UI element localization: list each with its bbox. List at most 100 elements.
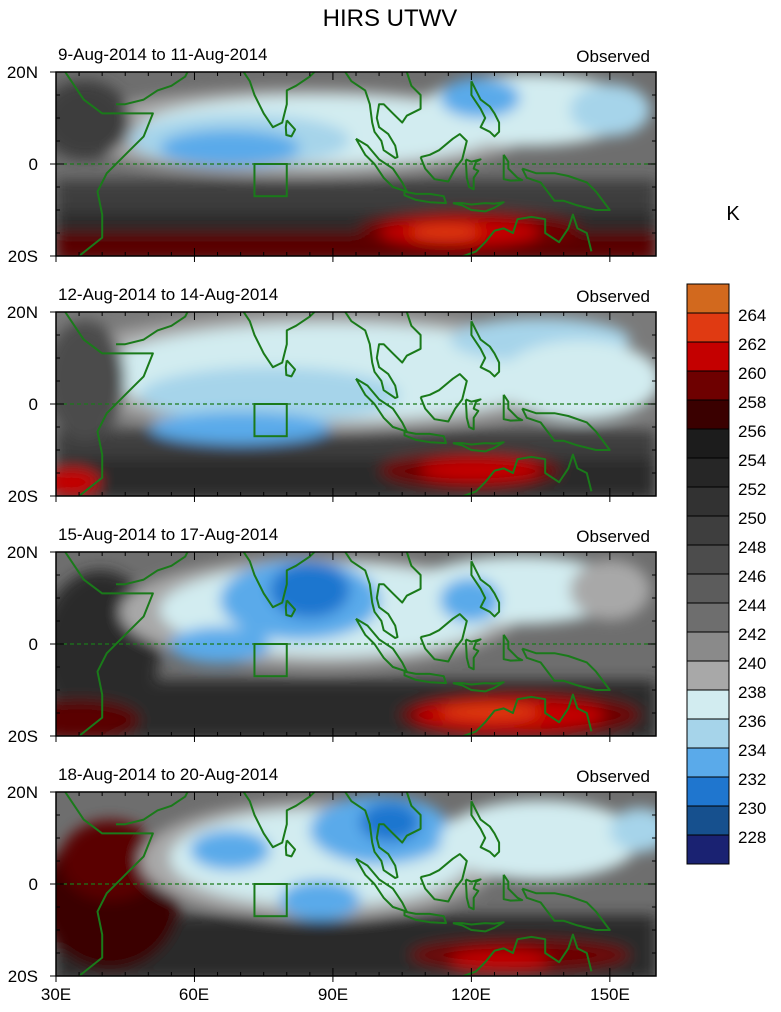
coastline-path: [284, 359, 297, 378]
x-tick-label: 120E: [451, 985, 491, 1004]
coastline-path: [419, 373, 468, 423]
colorbar-swatch: [686, 834, 730, 865]
y-axis-panel-2: 20N 0 20S: [7, 303, 38, 506]
figure-title: HIRS UTWV: [323, 5, 458, 32]
coastline-path: [344, 72, 422, 159]
panel-1-date-range: 9-Aug-2014 to 11-Aug-2014: [58, 45, 268, 64]
map-panel-1: 9-Aug-2014 to 11-Aug-2014 Observed: [56, 45, 656, 256]
colorbar-label: 242: [738, 625, 766, 644]
panel-3-coastlines: [64, 552, 611, 736]
colorbar-swatch: [686, 573, 730, 604]
coastline-path: [64, 792, 154, 976]
panel-2-coastlines: [64, 312, 611, 496]
panel-3-label: Observed: [576, 527, 650, 546]
coastline-path: [460, 453, 593, 496]
colorbar-swatch: [686, 718, 730, 749]
coastline-path: [470, 320, 501, 378]
coastline-path: [502, 394, 524, 422]
y-tick-label: 0: [29, 155, 38, 174]
y-tick-label: 20S: [8, 487, 38, 506]
colorbar-swatch: [686, 399, 730, 430]
region-box: [253, 403, 288, 438]
panel-2-field: [56, 312, 656, 496]
x-axis: 30E 60E 90E 120E 150E: [41, 985, 630, 1004]
panel-2-overlay: [50, 311, 657, 502]
colorbar: [686, 283, 730, 865]
colorbar-label: 238: [738, 683, 766, 702]
coastline-path: [464, 398, 482, 431]
y-axis-panel-3: 20N 0 20S: [7, 543, 38, 746]
map-panel-2: 12-Aug-2014 to 14-Aug-2014 Observed: [56, 285, 656, 496]
coastline-path: [521, 167, 611, 211]
coastline-path: [470, 800, 501, 858]
coastline-path: [460, 693, 593, 736]
coastline-path: [64, 312, 154, 496]
coastline-path: [284, 119, 297, 138]
coastline-path: [242, 312, 316, 369]
panel-4-overlay: [50, 791, 657, 982]
colorbar-label: 262: [738, 335, 766, 354]
region-box: [253, 163, 288, 198]
coastline-path: [464, 878, 482, 911]
colorbar-label: 230: [738, 799, 766, 818]
panel-3-date-range: 15-Aug-2014 to 17-Aug-2014: [58, 525, 278, 544]
region-box: [253, 883, 288, 918]
coastline-path: [284, 599, 297, 618]
coastlines: [64, 72, 611, 976]
coastline-path: [344, 792, 422, 879]
colorbar-label: 232: [738, 770, 766, 789]
colorbar-label: 244: [738, 596, 766, 615]
y-tick-label: 20S: [8, 247, 38, 266]
coastline-path: [470, 560, 501, 618]
panel-4-label: Observed: [576, 767, 650, 786]
colorbar-label: 260: [738, 364, 766, 383]
coastline-path: [116, 312, 189, 346]
colorbar-label: 254: [738, 451, 766, 470]
coastline-path: [502, 154, 524, 182]
coastline-path: [419, 853, 468, 903]
coastline-path: [521, 647, 611, 691]
coastline-path: [403, 910, 447, 925]
coastline-path: [419, 613, 468, 663]
panel-4-field: [56, 792, 656, 976]
coastline-path: [470, 80, 501, 138]
panel-4-date-range: 18-Aug-2014 to 20-Aug-2014: [58, 765, 278, 784]
coastline-path: [464, 638, 482, 671]
x-tick-label: 90E: [318, 985, 348, 1004]
y-tick-label: 20S: [8, 727, 38, 746]
map-panel-4: 18-Aug-2014 to 20-Aug-2014 Observed: [56, 765, 656, 976]
y-tick-label: 0: [29, 635, 38, 654]
colorbar-label: 234: [738, 741, 766, 760]
y-tick-label: 0: [29, 875, 38, 894]
colorbar-label: 236: [738, 712, 766, 731]
colorbar-swatch: [686, 776, 730, 807]
unit-label: K: [726, 203, 740, 225]
y-tick-label: 20N: [7, 783, 38, 802]
colorbar-label: 228: [738, 828, 766, 847]
colorbar-label: 252: [738, 480, 766, 499]
coastline-path: [403, 190, 447, 205]
colorbar-swatch: [686, 747, 730, 778]
y-tick-label: 20S: [8, 967, 38, 986]
coastline-path: [116, 792, 189, 826]
panel-2-date-range: 12-Aug-2014 to 14-Aug-2014: [58, 285, 278, 304]
colorbar-swatch: [686, 544, 730, 575]
map-panel-3: 15-Aug-2014 to 17-Aug-2014 Observed: [56, 525, 656, 736]
coastline-path: [64, 72, 154, 256]
panel-1-overlay: [50, 71, 657, 262]
y-tick-label: 20N: [7, 303, 38, 322]
colorbar-swatch: [686, 486, 730, 517]
coastline-path: [116, 72, 189, 106]
colorbar-swatch: [686, 689, 730, 720]
coastline-path: [460, 933, 593, 976]
colorbar-labels: 264 262 260 258 256 254 252 250 248 246 …: [738, 306, 766, 847]
y-tick-label: 0: [29, 395, 38, 414]
colorbar-swatch: [686, 805, 730, 836]
colorbar-label: 258: [738, 393, 766, 412]
coastline-path: [242, 72, 316, 129]
colorbar-swatch: [686, 602, 730, 633]
colorbar-swatch: [686, 631, 730, 662]
colorbar-swatch: [686, 283, 730, 314]
coastline-path: [242, 552, 316, 609]
